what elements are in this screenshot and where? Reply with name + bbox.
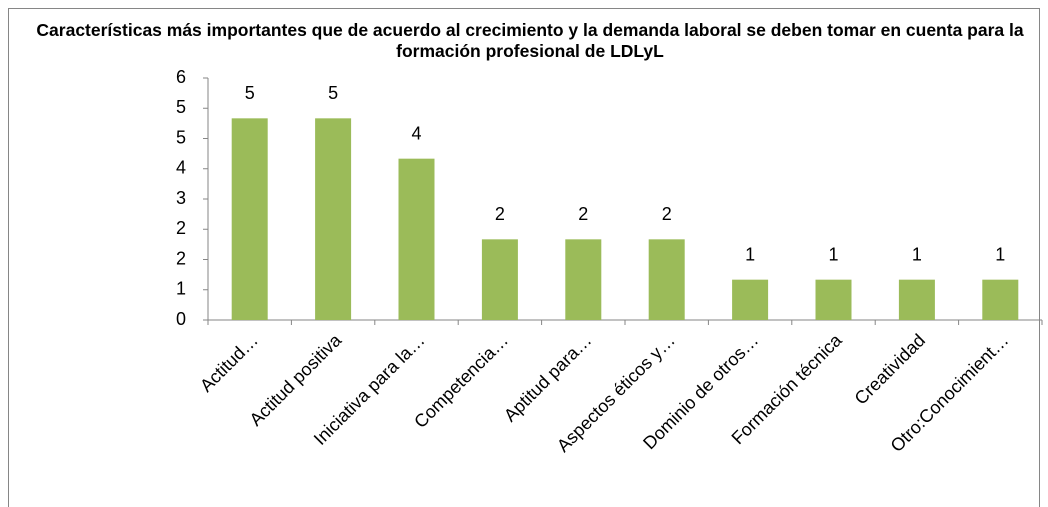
chart-border: [8, 8, 1040, 507]
bar: [648, 239, 685, 320]
data-label: 2: [662, 204, 672, 224]
bar: [315, 118, 352, 320]
x-tick-label: Actitud…: [196, 330, 262, 396]
y-tick-label: 2: [176, 218, 186, 238]
x-tick-label: Creatividad: [851, 330, 930, 409]
y-tick-label: 6: [176, 67, 186, 87]
bar: [732, 279, 769, 320]
bar: [565, 239, 602, 320]
data-label: 5: [328, 83, 338, 103]
y-tick-label: 4: [176, 158, 186, 178]
y-tick-label: 3: [176, 188, 186, 208]
data-label: 5: [245, 83, 255, 103]
data-label: 1: [995, 244, 1005, 264]
bar: [815, 279, 852, 320]
y-tick-label: 5: [176, 127, 186, 147]
data-label: 2: [578, 204, 588, 224]
data-label: 1: [745, 244, 755, 264]
bar: [481, 239, 518, 320]
y-tick-label: 0: [176, 309, 186, 329]
data-label: 1: [828, 244, 838, 264]
data-label: 1: [912, 244, 922, 264]
data-label: 2: [495, 204, 505, 224]
bar: [898, 279, 935, 320]
bar: [398, 158, 435, 320]
x-tick-label: Aptitud para…: [500, 330, 596, 426]
y-tick-label: 1: [176, 279, 186, 299]
bar: [231, 118, 268, 320]
y-tick-label: 2: [176, 248, 186, 268]
y-tick-label: 5: [176, 97, 186, 117]
bar: [982, 279, 1019, 320]
chart-title: Características más importantes que de a…: [36, 20, 1024, 61]
data-label: 4: [411, 123, 421, 143]
